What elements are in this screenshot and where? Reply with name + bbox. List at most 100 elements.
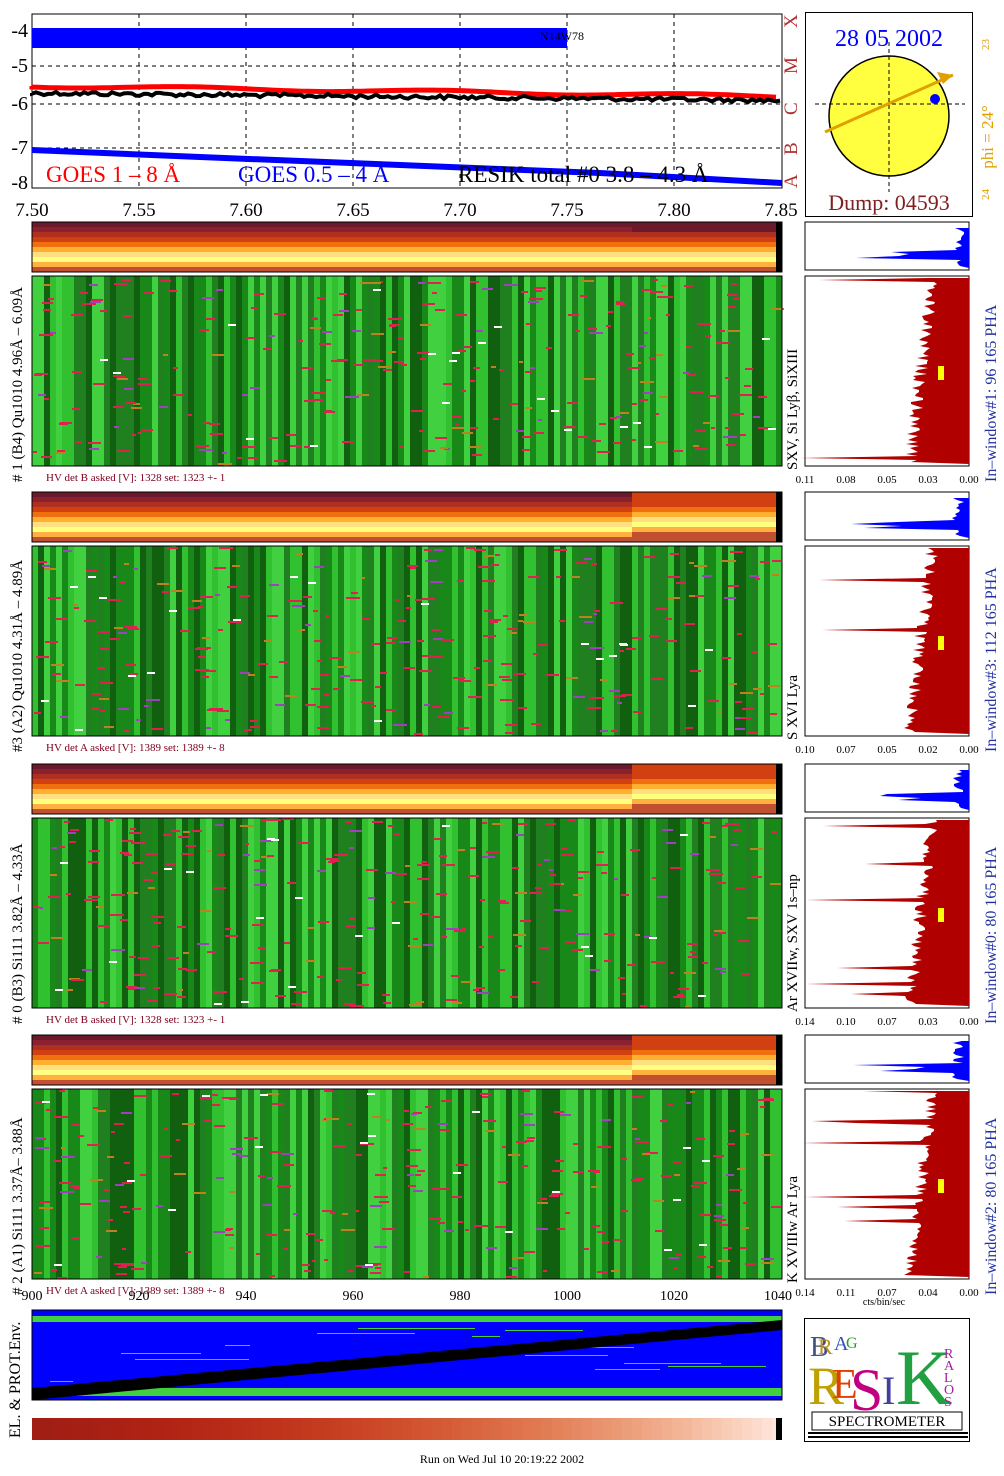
legend-goes-05-4: GOES 0.5 – 4 Å <box>238 162 390 187</box>
phi-bottom-number: 24 <box>980 189 992 201</box>
in-window-label: In–window#0: 80 165 PHA <box>983 846 1000 1024</box>
phi-label: phi = 24° <box>978 105 997 169</box>
y-tick: -4 <box>11 20 28 42</box>
run-timestamp: Run on Wed Jul 10 20:19:22 2002 <box>419 1452 585 1466</box>
hist-tick: 0.03 <box>918 474 938 486</box>
line-id-label: Ar XVIIw, SXV 1s–np <box>785 874 801 1012</box>
observation-date: 28 05 2002 <box>835 26 943 52</box>
logo-letter: O <box>944 1383 954 1398</box>
channel-label: # 1 (B4) Qu1010 4.96Å – 6.09Å <box>10 287 26 482</box>
pha-histogram <box>804 221 970 271</box>
y-tick: -7 <box>11 137 28 159</box>
x-tick: 7.55 <box>122 200 155 221</box>
hist-tick: 0.05 <box>877 474 897 486</box>
roll-axis <box>824 73 954 134</box>
hist-tick: 0.14 <box>795 1016 815 1028</box>
bottom-tick: 1000 <box>553 1289 581 1304</box>
bottom-tick: 960 <box>343 1289 364 1304</box>
hist-tick: 0.03 <box>918 1016 938 1028</box>
dump-label: Dump: 04593 <box>828 190 950 215</box>
channel-label: # 2 (A1) Si111 3.37Å– 3.88Å <box>10 1117 26 1295</box>
in-window-label: In–window#3: 112 165 PHA <box>983 567 1000 752</box>
x-tick: 7.65 <box>336 200 369 221</box>
lightcurve-strip <box>31 763 783 815</box>
channel-label: # 0 (B3) Si111 3.82Å – 4.33Å <box>10 843 26 1024</box>
hist-tick: 0.00 <box>959 474 979 486</box>
logo-caption: SPECTROMETER <box>829 1414 946 1430</box>
class-label-c: C <box>781 102 802 115</box>
class-label-b: B <box>781 142 802 155</box>
phi-top-number: 23 <box>980 39 992 51</box>
hist-unit-label: cts/bin/sec <box>863 1297 906 1306</box>
spectrum-histogram <box>802 1088 970 1280</box>
logo-letter: B <box>810 1332 829 1363</box>
hist-tick: 0.05 <box>877 744 897 756</box>
in-window-label: In–window#2: 80 165 PHA <box>983 1117 1000 1295</box>
phi-label-panel: phi = 24° 23 24 <box>978 39 997 201</box>
goes-1-8-series <box>29 84 777 100</box>
hist-tick: 0.14 <box>795 1287 815 1299</box>
goes-lightcurve-chart: N14W78 -4 -5 -6 -7 -8 7.50 7.55 7.60 7.6… <box>11 13 909 221</box>
bottom-tick: 1020 <box>660 1289 688 1304</box>
hist-tick: 0.10 <box>836 1016 856 1028</box>
logo-letter: L <box>944 1371 953 1386</box>
spectral-panel: HV det B asked [V]: 1328 set: 1323 +- 1 #… <box>10 763 1000 1028</box>
region-marker <box>930 94 940 104</box>
x-tick: 7.80 <box>657 200 690 221</box>
resik-total-series <box>30 89 781 105</box>
hist-tick: 0.02 <box>918 744 937 756</box>
legend-goes-1-8: GOES 1 – 8 Å <box>46 162 181 187</box>
goes-x-ticks: 7.50 7.55 7.60 7.65 7.70 7.75 7.80 7.85 <box>15 200 797 221</box>
env-strip <box>32 1418 782 1440</box>
spectrum-histogram <box>804 817 970 1009</box>
spectrum-histogram <box>800 275 970 467</box>
in-window-label: In–window#1: 96 165 PHA <box>983 304 1000 482</box>
hv-label: HV det B asked [V]: 1328 set: 1323 +- 1 <box>46 472 225 484</box>
env-label: EL. & PROT.Env. <box>7 1322 24 1438</box>
x-tick: 7.60 <box>229 200 262 221</box>
bottom-tick: 980 <box>450 1289 471 1304</box>
lightcurve-strip <box>31 491 783 543</box>
flare-bar <box>32 28 567 48</box>
bottom-tick: 920 <box>129 1289 150 1304</box>
logo-letter: E <box>832 1362 858 1408</box>
class-label-m: M <box>781 57 802 74</box>
logo-caption-box <box>811 1411 963 1431</box>
hist-tick: 0.07 <box>836 744 856 756</box>
y-tick: -5 <box>11 55 28 77</box>
line-id-label: SXV, Si Lyβ, SiXIII <box>785 349 801 470</box>
hist-tick: 0.08 <box>836 474 856 486</box>
logo-letter: K <box>896 1334 952 1421</box>
logo-letter: R <box>808 1356 844 1416</box>
logo-letter: A <box>944 1359 955 1374</box>
spectrum-image <box>31 545 783 737</box>
sun-position-panel: 28 05 2002 Dump: 04593 <box>805 12 973 217</box>
hist-tick: 0.00 <box>959 744 979 756</box>
spectrum-image <box>31 817 783 1009</box>
hist-tick: 0.04 <box>918 1287 938 1299</box>
environment-panel: EL. & PROT.Env. <box>7 1309 783 1440</box>
line-id-label: K XVIIIw Ar Lya <box>785 1176 801 1283</box>
hv-label: HV det B asked [V]: 1328 set: 1323 +- 1 <box>46 1014 225 1026</box>
class-label-a: A <box>781 174 802 188</box>
logo-fineprint <box>808 1432 968 1438</box>
hv-label: HV det A asked [V]: 1389 set: 1389 +- 8 <box>46 742 225 754</box>
hist-tick: 0.00 <box>959 1016 979 1028</box>
hist-tick: 0.11 <box>837 1287 856 1299</box>
goes-05-4-series <box>31 147 783 186</box>
goes-y-ticks: -4 -5 -6 -7 -8 <box>11 20 28 194</box>
hist-tick: 0.10 <box>795 744 815 756</box>
spectral-panel: HV det A asked [V]: 1389 set: 1389 +- 8 #… <box>10 491 1000 756</box>
bottom-tick: 940 <box>236 1289 257 1304</box>
x-tick: 7.50 <box>15 200 48 221</box>
pha-histogram <box>804 1034 970 1084</box>
spectral-panel: HV det A asked [V]: 1389 set: 1389 +- 8 #… <box>10 1034 1000 1299</box>
y-tick: -6 <box>11 93 28 115</box>
pha-histogram <box>804 491 970 541</box>
roll-arrow-icon <box>937 72 953 84</box>
bottom-tick: 900 <box>22 1289 43 1304</box>
env-image <box>31 1309 783 1401</box>
hist-tick: 0.07 <box>877 1016 897 1028</box>
line-id-label: S XVI Lya <box>785 675 801 740</box>
bottom-tick: 1040 <box>764 1289 792 1304</box>
